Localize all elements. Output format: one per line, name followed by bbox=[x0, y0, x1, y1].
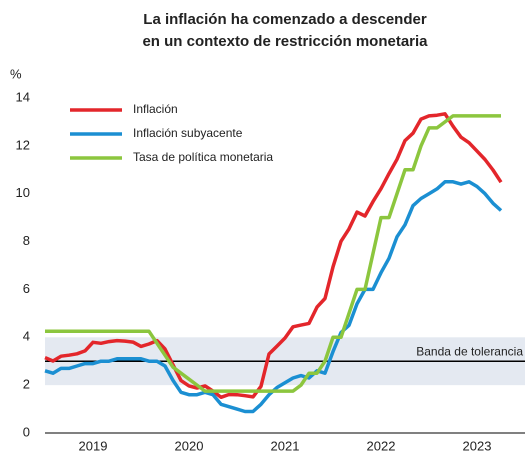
chart-subtitle: en un contexto de restricción monetaria bbox=[142, 33, 428, 50]
x-tick-label: 2021 bbox=[271, 438, 300, 453]
y-tick-label: 8 bbox=[23, 233, 30, 248]
legend-label: Inflación bbox=[133, 102, 178, 116]
y-tick-label: 6 bbox=[23, 281, 30, 296]
y-tick-label: 14 bbox=[16, 89, 30, 104]
x-tick-label: 2019 bbox=[79, 438, 108, 453]
chart-title: La inflación ha comenzado a descender bbox=[143, 11, 427, 28]
x-tick-label: 2022 bbox=[367, 438, 396, 453]
x-tick-label: 2023 bbox=[463, 438, 492, 453]
y-tick-label: 12 bbox=[16, 137, 30, 152]
x-tick-label: 2020 bbox=[175, 438, 204, 453]
legend-label: Tasa de política monetaria bbox=[133, 150, 273, 164]
series-line bbox=[45, 114, 501, 393]
y-tick-label: 2 bbox=[23, 377, 30, 392]
series-line bbox=[44, 112, 503, 400]
y-tick-label: 10 bbox=[16, 185, 30, 200]
y-tick-label: 4 bbox=[23, 329, 30, 344]
annotation: Banda de tolerancia bbox=[416, 344, 523, 358]
legend-label: Inflación subyacente bbox=[133, 126, 243, 140]
y-tick-label: 0 bbox=[23, 424, 30, 439]
y-axis-label: % bbox=[10, 66, 22, 81]
